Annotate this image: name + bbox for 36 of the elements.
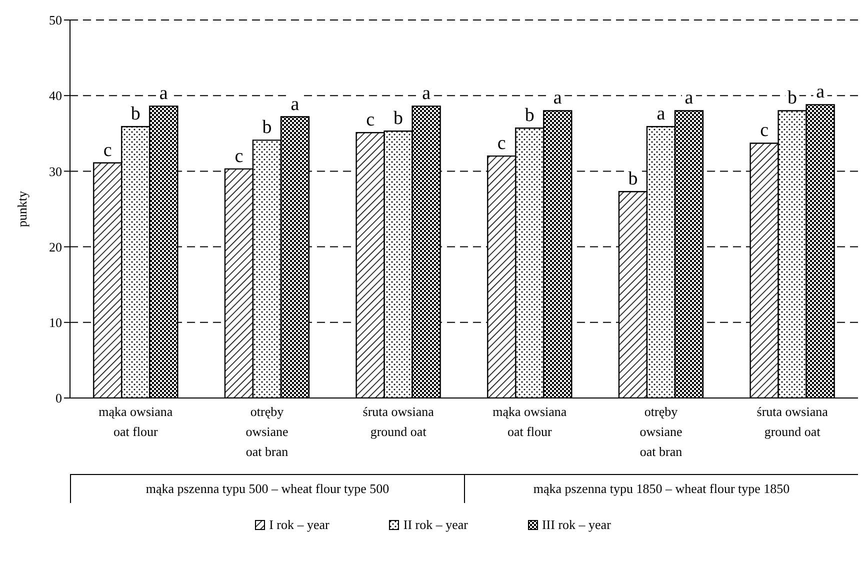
y-tick-label: 50 xyxy=(49,12,62,28)
y-tick-label: 20 xyxy=(49,239,62,254)
data-label: b xyxy=(394,108,404,130)
y-tick-label: 10 xyxy=(49,315,62,330)
y-tick-label: 0 xyxy=(56,390,62,406)
text: mąka pszenna typu 1850 – wheat flour type 1850 xyxy=(464,475,858,503)
data-label: b xyxy=(628,168,638,190)
data-label: a xyxy=(159,83,168,104)
data-label: b xyxy=(524,105,534,126)
x-tick-label: mąka owsiana oat flour xyxy=(492,404,567,439)
x-tick-label: śruta owsiana ground oat xyxy=(362,404,434,439)
data-label: c xyxy=(366,110,375,131)
data-label: c xyxy=(497,133,506,154)
legend-label: II rok – year xyxy=(403,517,468,533)
y-axis-title: punkty xyxy=(14,190,30,228)
x-tick-label: otręby owsiane oat bran xyxy=(246,404,289,459)
data-label: c xyxy=(760,120,769,142)
data-label: a xyxy=(684,88,694,109)
data-label: a xyxy=(553,88,562,109)
data-label: b xyxy=(788,88,798,109)
data-label: c xyxy=(103,140,112,161)
x-tick-label: mąka owsiana oat flour xyxy=(98,404,173,439)
y-tick-label: 30 xyxy=(49,164,62,179)
data-label: a xyxy=(816,82,826,103)
legend-label: III rok – year xyxy=(542,517,611,533)
data-label: b xyxy=(262,117,272,138)
legend-label: I rok – year xyxy=(269,517,330,533)
data-label: a xyxy=(290,94,300,115)
data-label: a xyxy=(422,83,432,104)
data-label: a xyxy=(656,104,666,125)
y-tick-label: 40 xyxy=(49,88,62,104)
text: mąka pszenna typu 500 – wheat flour type 500 xyxy=(70,475,464,503)
data-label: c xyxy=(234,146,244,167)
x-tick-label: otręby owsiane oat bran xyxy=(640,404,683,459)
x-tick-label: śruta owsiana ground oat xyxy=(756,404,828,439)
data-label: b xyxy=(130,104,140,125)
